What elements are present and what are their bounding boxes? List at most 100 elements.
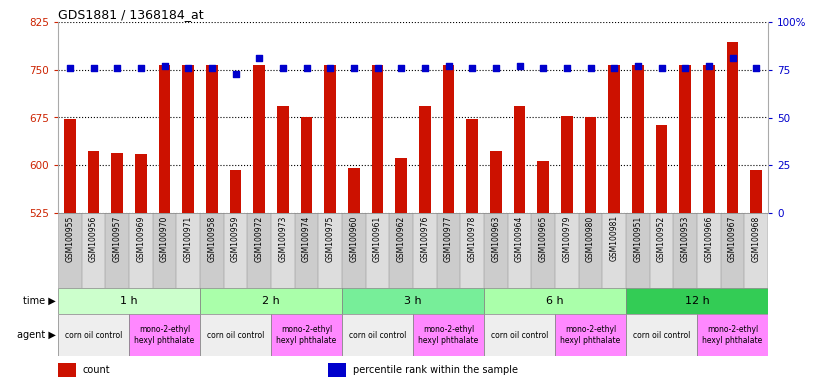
Text: GSM100975: GSM100975 — [326, 215, 335, 262]
Bar — [537, 161, 549, 384]
Bar — [697, 314, 768, 356]
Bar — [626, 213, 650, 288]
Text: 1 h: 1 h — [120, 296, 138, 306]
Text: mono-2-ethyl
hexyl phthalate: mono-2-ethyl hexyl phthalate — [561, 325, 621, 345]
Text: GSM100976: GSM100976 — [420, 215, 429, 262]
Text: 2 h: 2 h — [262, 296, 280, 306]
Bar — [64, 119, 76, 384]
Text: corn oil control: corn oil control — [348, 331, 406, 339]
Bar — [508, 213, 531, 288]
Bar — [87, 151, 100, 384]
Point — [253, 55, 266, 61]
Text: GSM100980: GSM100980 — [586, 215, 595, 262]
Bar — [348, 168, 360, 384]
Bar — [531, 213, 555, 288]
Text: GSM100979: GSM100979 — [562, 215, 571, 262]
Bar — [342, 314, 413, 356]
Bar — [371, 65, 384, 384]
Bar — [673, 213, 697, 288]
Text: mono-2-ethyl
hexyl phthalate: mono-2-ethyl hexyl phthalate — [135, 325, 195, 345]
Bar — [726, 42, 738, 384]
Point — [490, 65, 503, 71]
Bar — [200, 288, 342, 314]
Bar — [626, 288, 768, 314]
Bar — [413, 314, 484, 356]
Bar — [437, 213, 460, 288]
Bar — [608, 65, 620, 384]
Bar — [389, 213, 413, 288]
Point — [679, 65, 692, 71]
Point — [182, 65, 195, 71]
Text: GSM100970: GSM100970 — [160, 215, 169, 262]
Bar — [295, 213, 318, 288]
Text: GSM100959: GSM100959 — [231, 215, 240, 262]
Point — [750, 65, 763, 71]
Text: corn oil control: corn oil control — [64, 331, 122, 339]
Text: GSM100974: GSM100974 — [302, 215, 311, 262]
Text: GSM100955: GSM100955 — [65, 215, 74, 262]
Bar — [271, 213, 295, 288]
Bar — [328, 363, 345, 377]
Bar — [703, 65, 715, 384]
Bar — [111, 152, 123, 384]
Bar — [484, 314, 555, 356]
Bar — [466, 119, 478, 384]
Text: GSM100957: GSM100957 — [113, 215, 122, 262]
Text: GSM100962: GSM100962 — [397, 215, 406, 262]
Text: 12 h: 12 h — [685, 296, 709, 306]
Point — [726, 55, 739, 61]
Point — [419, 65, 432, 71]
Bar — [366, 213, 389, 288]
Bar — [460, 213, 484, 288]
Point — [64, 65, 77, 71]
Bar — [342, 288, 484, 314]
Bar — [58, 288, 200, 314]
Bar — [58, 363, 76, 377]
Point — [513, 63, 526, 69]
Bar — [105, 213, 129, 288]
Point — [158, 63, 171, 69]
Text: GSM100973: GSM100973 — [278, 215, 287, 262]
Text: GSM100977: GSM100977 — [444, 215, 453, 262]
Bar — [182, 65, 194, 384]
Bar — [206, 65, 218, 384]
Text: GSM100972: GSM100972 — [255, 215, 264, 262]
Point — [206, 65, 219, 71]
Bar — [200, 213, 224, 288]
Bar — [224, 213, 247, 288]
Bar — [555, 213, 579, 288]
Bar — [318, 213, 342, 288]
Bar — [300, 118, 313, 384]
Text: GSM100963: GSM100963 — [491, 215, 500, 262]
Bar — [253, 65, 265, 384]
Bar — [679, 65, 691, 384]
Bar — [58, 314, 129, 356]
Point — [277, 65, 290, 71]
Bar — [721, 213, 744, 288]
Bar — [129, 213, 153, 288]
Bar — [490, 151, 502, 384]
Bar — [153, 213, 176, 288]
Bar — [82, 213, 105, 288]
Point — [703, 63, 716, 69]
Bar — [513, 106, 526, 384]
Text: GSM100968: GSM100968 — [752, 215, 761, 262]
Point — [442, 63, 455, 69]
Point — [111, 65, 124, 71]
Bar — [579, 213, 602, 288]
Bar — [655, 125, 667, 384]
Text: GSM100953: GSM100953 — [681, 215, 690, 262]
Text: GSM100965: GSM100965 — [539, 215, 548, 262]
Text: 3 h: 3 h — [404, 296, 422, 306]
Bar — [632, 65, 644, 384]
Bar — [247, 213, 271, 288]
Point — [324, 65, 337, 71]
Text: corn oil control: corn oil control — [490, 331, 548, 339]
Bar — [584, 117, 596, 384]
Text: GSM100952: GSM100952 — [657, 215, 666, 262]
Text: 6 h: 6 h — [546, 296, 564, 306]
Point — [608, 65, 621, 71]
Point — [655, 65, 668, 71]
Bar — [626, 314, 697, 356]
Text: GSM100978: GSM100978 — [468, 215, 477, 262]
